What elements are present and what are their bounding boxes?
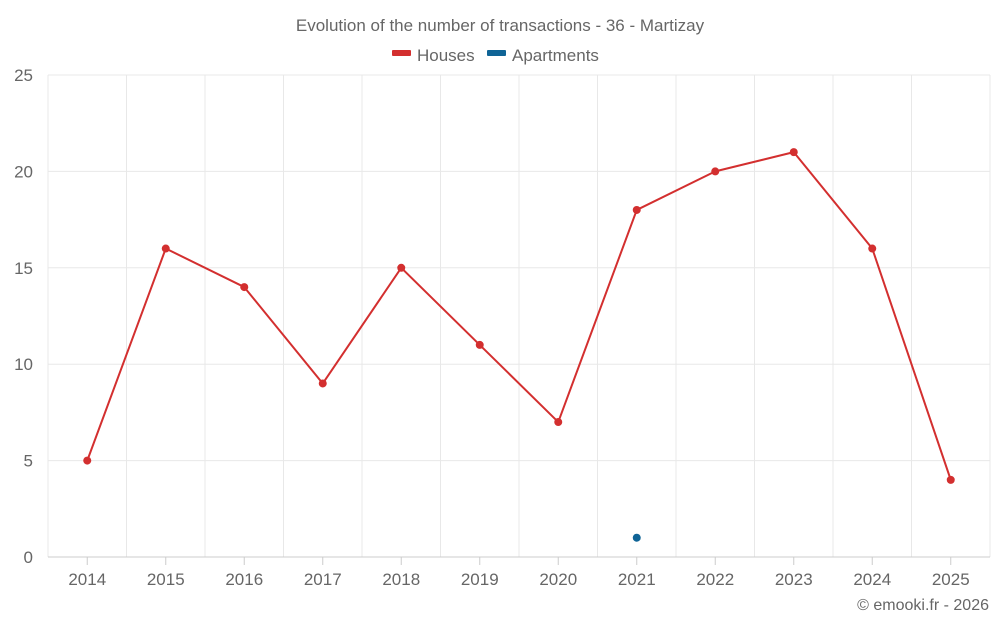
y-tick-label-5: 5: [24, 452, 33, 471]
grid: [47, 74, 991, 557]
y-tick-label-10: 10: [14, 355, 33, 374]
point-houses-2017[interactable]: [318, 379, 327, 388]
y-tick-label-20: 20: [14, 162, 33, 181]
point-houses-2022[interactable]: [711, 167, 720, 176]
point-houses-2024[interactable]: [868, 244, 877, 253]
x-tick-label-2023: 2023: [775, 570, 813, 589]
point-houses-2021[interactable]: [632, 205, 641, 214]
legend-item-houses[interactable]: Houses: [392, 46, 475, 65]
legend-label-apartments: Apartments: [512, 46, 599, 65]
y-tick-label-25: 25: [14, 66, 33, 85]
point-houses-2025[interactable]: [946, 475, 955, 484]
legend-swatch-houses: [392, 50, 411, 56]
y-tick-label-15: 15: [14, 259, 33, 278]
x-tick-label-2021: 2021: [618, 570, 656, 589]
x-tick-label-2018: 2018: [382, 570, 420, 589]
x-tick-label-2024: 2024: [853, 570, 891, 589]
point-houses-2014[interactable]: [83, 456, 92, 465]
x-tick-label-2017: 2017: [304, 570, 342, 589]
y-tick-label-0: 0: [24, 548, 33, 567]
point-apartments-2021[interactable]: [632, 533, 641, 542]
x-tick-label-2020: 2020: [539, 570, 577, 589]
chart-title: Evolution of the number of transactions …: [296, 16, 705, 35]
x-tick-label-2014: 2014: [68, 570, 106, 589]
credit-text: © emooki.fr - 2026: [857, 597, 989, 614]
x-tick-label-2022: 2022: [696, 570, 734, 589]
point-houses-2015[interactable]: [161, 244, 170, 253]
point-houses-2018[interactable]: [397, 263, 406, 272]
x-tick-label-2015: 2015: [147, 570, 185, 589]
legend: Houses Apartments: [392, 46, 599, 65]
point-houses-2016[interactable]: [240, 283, 249, 292]
series-line-houses: [86, 151, 952, 481]
point-houses-2020[interactable]: [554, 418, 563, 427]
point-houses-2019[interactable]: [475, 340, 484, 349]
x-tick-label-2019: 2019: [461, 570, 499, 589]
x-tick-label-2025: 2025: [932, 570, 970, 589]
legend-item-apartments[interactable]: Apartments: [487, 46, 599, 65]
x-tick-label-2016: 2016: [225, 570, 263, 589]
series: [83, 148, 955, 542]
legend-label-houses: Houses: [417, 46, 475, 65]
point-houses-2023[interactable]: [789, 148, 798, 157]
legend-swatch-apartments: [487, 50, 506, 56]
